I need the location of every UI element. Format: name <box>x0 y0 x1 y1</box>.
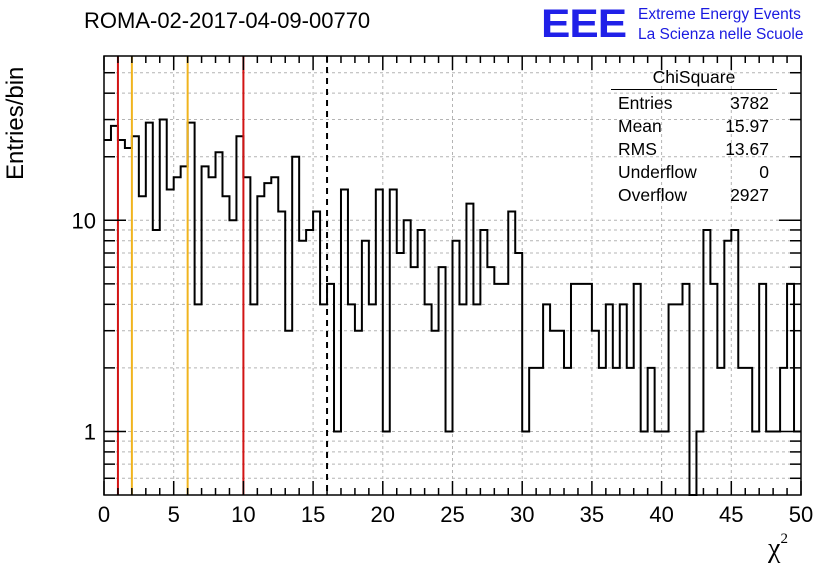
stats-title: ChiSquare <box>652 67 736 87</box>
x-tick-label: 5 <box>168 502 180 527</box>
stats-value: 3782 <box>730 93 769 113</box>
stats-row-mean: Mean 15.97 <box>611 115 777 138</box>
stats-label: Entries <box>618 93 673 113</box>
x-tick-label: 25 <box>440 502 464 527</box>
stats-rows: Entries 3782 Mean 15.97 RMS 13.67 Underflow 0 Ov… <box>611 92 777 207</box>
stats-row-overflow: Overflow 2927 <box>611 184 777 207</box>
stats-label: Overflow <box>618 185 688 205</box>
stats-value: 15.97 <box>725 116 769 136</box>
x-tick-label: 10 <box>231 502 255 527</box>
axis-ticks <box>103 56 802 495</box>
stats-row-entries: Entries 3782 <box>611 92 777 115</box>
stats-value: 0 <box>759 162 769 182</box>
x-tick-label: 20 <box>371 502 395 527</box>
logo-text-line1: Extreme Energy Events <box>638 6 801 23</box>
x-tick-label: 40 <box>649 502 673 527</box>
histogram-bins <box>104 118 801 496</box>
y-axis-label: Entries/bin <box>2 66 29 180</box>
eee-logo: EEE <box>541 2 627 47</box>
x-tick-label: 50 <box>789 502 813 527</box>
x-tick-label: 15 <box>301 502 325 527</box>
x-tick-label: 35 <box>580 502 604 527</box>
stats-box: ChiSquare Entries 3782 Mean 15.97 RMS 13.67 Un… <box>611 66 777 207</box>
x-axis-label: χ2 <box>768 530 788 565</box>
y-tick-label: 1 <box>84 419 96 444</box>
chart-title: ROMA-02-2017-04-09-00770 <box>84 8 371 33</box>
tick-labels: 0 5 10 15 20 25 30 35 40 45 50 1 10 <box>72 208 814 527</box>
x-axis-label-base: χ <box>768 533 781 564</box>
stats-row-underflow: Underflow 0 <box>611 161 777 184</box>
stats-label: Mean <box>618 116 662 136</box>
histogram-outline <box>104 118 801 496</box>
logo-text-line2: La Scienza nelle Scuole <box>638 26 804 43</box>
y-tick-label: 10 <box>72 208 96 233</box>
stats-divider <box>611 89 777 90</box>
stats-value: 2927 <box>730 185 769 205</box>
x-tick-label: 30 <box>510 502 534 527</box>
x-tick-label: 45 <box>719 502 743 527</box>
stats-value: 13.67 <box>725 139 769 159</box>
cut-lines <box>116 56 329 495</box>
x-axis-label-exponent: 2 <box>780 530 788 547</box>
x-tick-label: 0 <box>98 502 110 527</box>
stats-label: Underflow <box>618 162 697 182</box>
stats-label: RMS <box>618 139 657 159</box>
stats-row-rms: RMS 13.67 <box>611 138 777 161</box>
